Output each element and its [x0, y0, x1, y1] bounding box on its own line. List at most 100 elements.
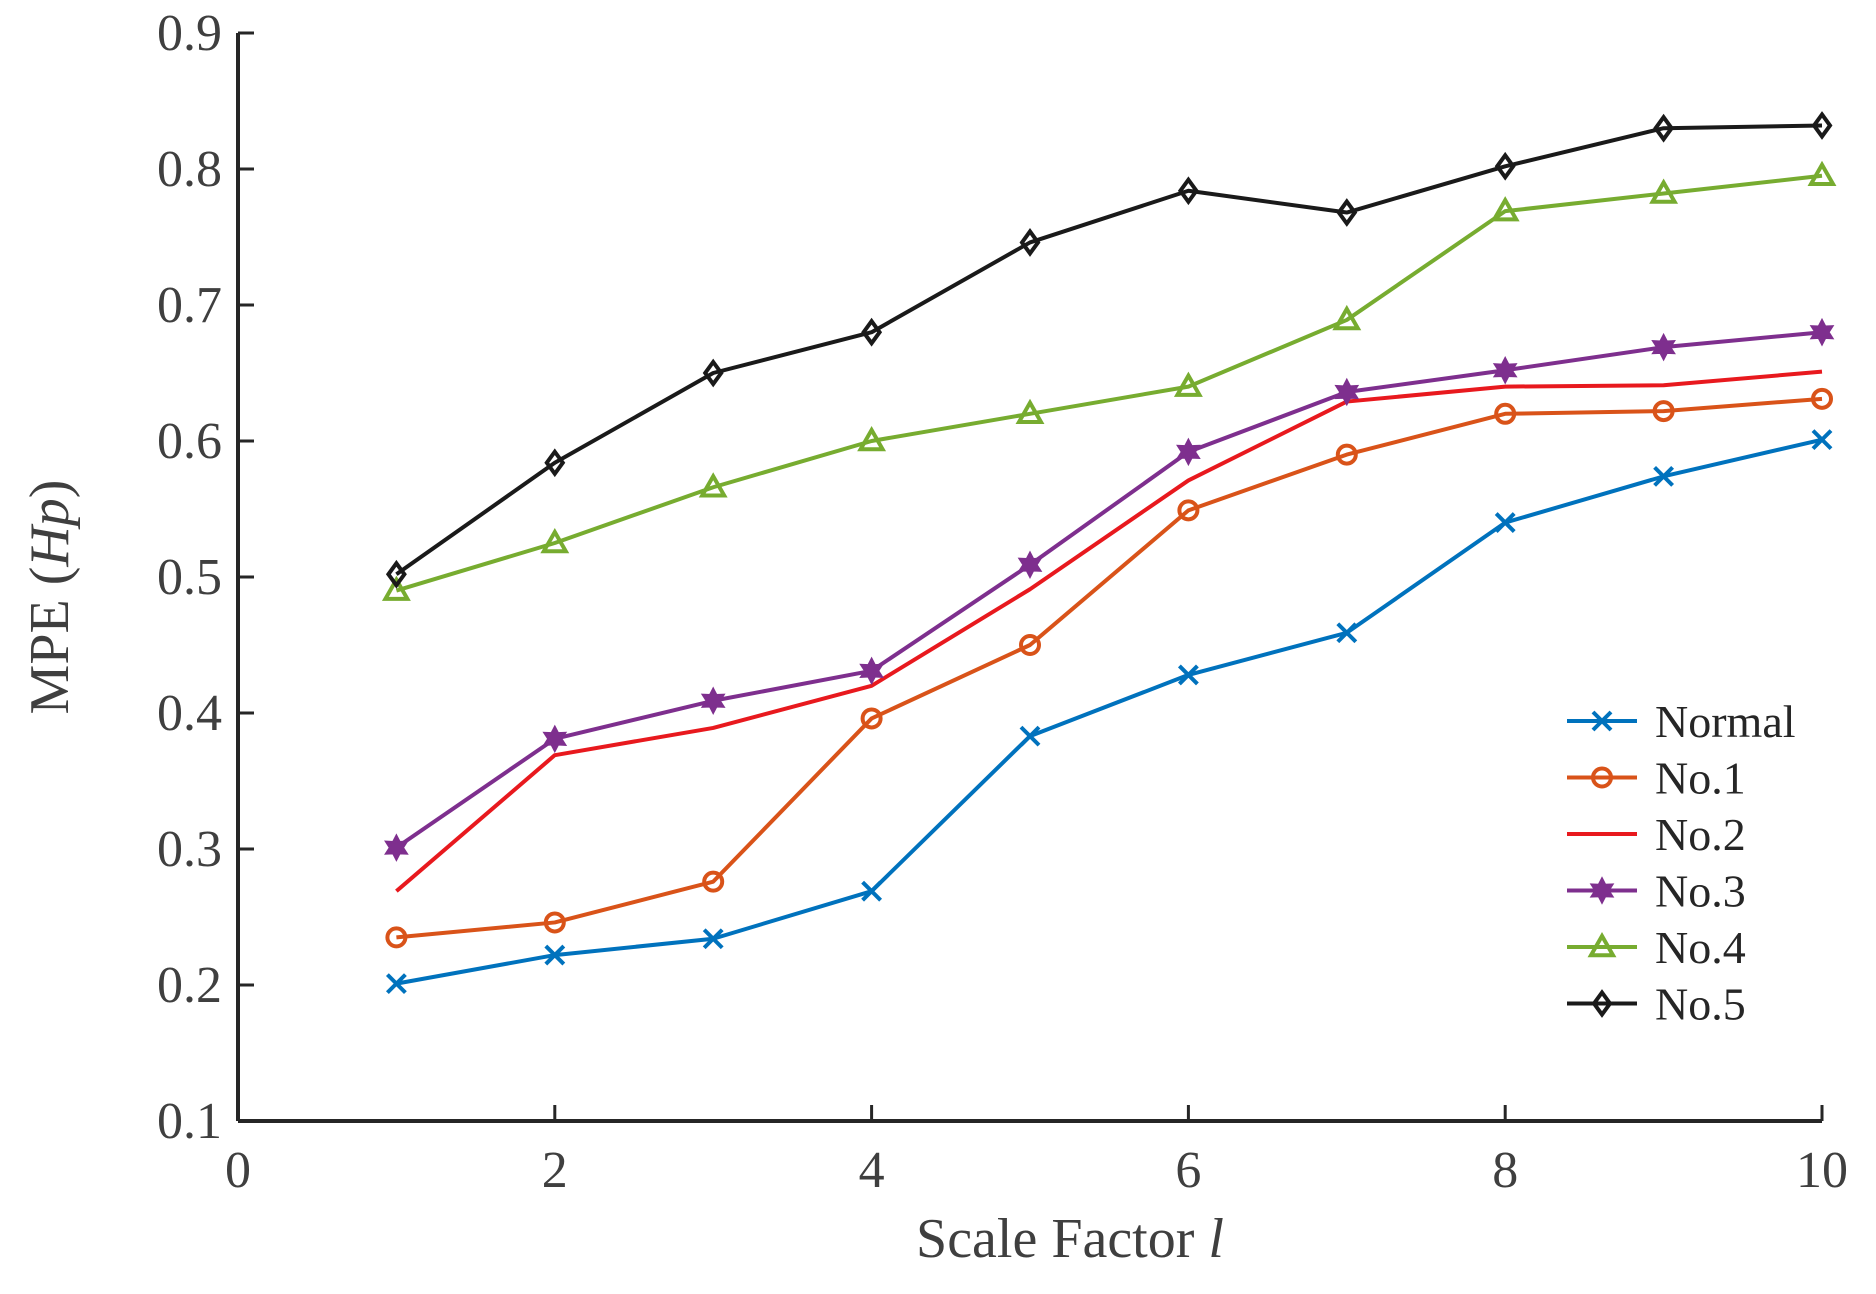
x-tick-label: 4	[859, 1142, 885, 1199]
series-lines	[381, 111, 1837, 995]
y-tick-label: 0.5	[157, 549, 222, 606]
series-line-normal	[396, 437, 1823, 986]
data-point	[702, 870, 725, 893]
legend-item-no-3: No.3	[1567, 866, 1746, 917]
legend-label: No.3	[1655, 866, 1746, 917]
data-point	[1492, 356, 1518, 385]
data-point	[1177, 499, 1200, 522]
data-point	[385, 973, 407, 995]
legend-marker	[1587, 931, 1617, 958]
series-no-5	[385, 111, 1833, 589]
legend-label: No.4	[1655, 922, 1746, 973]
series-no-1	[385, 387, 1833, 949]
data-point	[1811, 429, 1833, 451]
data-point	[1653, 465, 1675, 487]
legend-marker	[1591, 710, 1613, 732]
legend-marker	[1589, 876, 1615, 905]
x-tick-label: 0	[225, 1142, 251, 1199]
data-point	[698, 472, 728, 498]
series-line-no-1	[396, 396, 1823, 940]
data-point	[702, 928, 724, 950]
data-point	[1019, 725, 1041, 747]
data-point	[1173, 371, 1203, 397]
data-point	[1336, 198, 1358, 227]
data-point	[1490, 196, 1520, 222]
series-normal	[385, 429, 1833, 995]
data-point	[384, 833, 409, 862]
y-tick-label: 0.4	[157, 685, 222, 742]
y-tick-label: 0.6	[157, 413, 222, 470]
data-point	[1494, 512, 1516, 534]
legend-marker	[1591, 766, 1613, 789]
data-point	[1017, 550, 1043, 580]
series-no-4	[381, 160, 1837, 601]
x-tick-label: 2	[542, 1142, 568, 1199]
data-point	[861, 880, 883, 902]
legend-item-no-5: No.5	[1567, 979, 1746, 1030]
data-point	[1335, 443, 1358, 466]
data-point	[1176, 437, 1201, 467]
legend-label: Normal	[1655, 696, 1796, 747]
data-point	[385, 926, 408, 949]
data-point	[1494, 151, 1516, 181]
legend: Normal No.1No.2 No.3No.4 No.5	[1567, 696, 1796, 1030]
data-point	[700, 686, 726, 716]
data-point	[543, 911, 566, 934]
data-point	[540, 527, 570, 554]
data-point	[1332, 304, 1362, 331]
legend-item-normal: Normal	[1567, 696, 1796, 747]
series-line-no-5	[395, 123, 1823, 576]
data-point	[1015, 398, 1045, 425]
data-point	[861, 317, 883, 347]
x-tick-label: 8	[1492, 1142, 1518, 1199]
data-point	[859, 656, 884, 686]
series-no-2	[395, 369, 1823, 893]
data-point	[1177, 176, 1199, 206]
legend-label: No.2	[1655, 809, 1746, 860]
legend-label: No.5	[1655, 979, 1746, 1030]
data-point	[544, 448, 566, 478]
data-point	[381, 575, 411, 601]
legend-item-no-4: No.4	[1567, 922, 1746, 973]
series-line-no-2	[395, 369, 1823, 893]
legend-label: No.1	[1655, 753, 1746, 804]
series-line-no-4	[395, 173, 1823, 593]
data-point	[702, 358, 724, 388]
x-tick-label: 10	[1796, 1142, 1848, 1199]
data-point	[857, 425, 887, 452]
y-tick-label: 0.2	[157, 957, 222, 1014]
legend-item-no-2: No.2	[1567, 809, 1746, 860]
data-point	[1019, 228, 1041, 257]
y-tick-label: 0.1	[157, 1093, 222, 1150]
data-point	[385, 559, 407, 589]
legend-item-no-1: No.1	[1567, 753, 1746, 804]
data-point	[1811, 387, 1833, 410]
data-point	[1336, 622, 1358, 644]
data-point	[1019, 634, 1041, 656]
y-axis-title: MPE (Hp)	[19, 480, 81, 715]
data-point	[1177, 664, 1199, 686]
data-point	[544, 944, 566, 966]
data-point	[1652, 400, 1675, 423]
series-no-3	[384, 317, 1835, 862]
data-point	[1649, 178, 1679, 204]
data-point	[860, 707, 883, 730]
series-line-no-3	[395, 330, 1823, 850]
x-tick-label: 6	[1175, 1142, 1201, 1199]
y-tick-label: 0.7	[157, 277, 222, 334]
y-tick-label: 0.8	[157, 141, 222, 198]
y-tick-label: 0.9	[157, 5, 222, 62]
data-point	[542, 724, 568, 754]
data-point	[1651, 332, 1676, 362]
legend-marker	[1591, 989, 1613, 1018]
data-point	[1809, 317, 1835, 347]
axes: 0.1 0.2 0.3 0.4 0.5 0.6 0.7 0.8 0.9 0 2 4 6 8 10	[157, 5, 1848, 1199]
data-point	[1807, 160, 1837, 187]
y-tick-label: 0.3	[157, 821, 222, 878]
data-point	[1811, 111, 1833, 140]
data-point	[1334, 377, 1360, 407]
data-point	[1494, 402, 1517, 425]
data-point	[1653, 113, 1675, 143]
